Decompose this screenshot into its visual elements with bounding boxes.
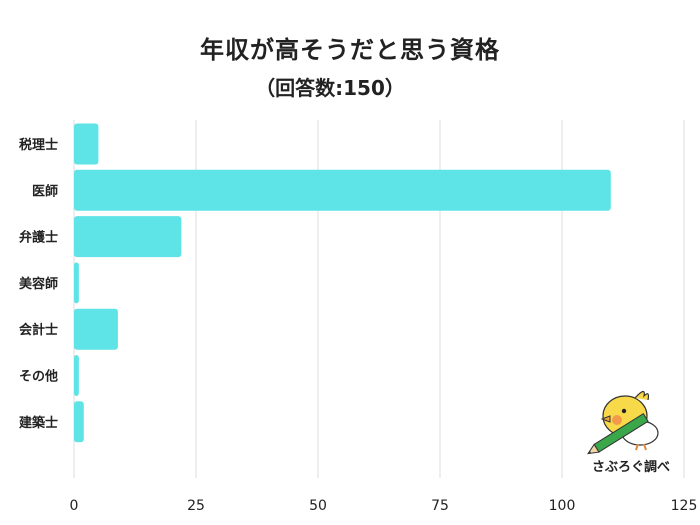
x-tick-label: 50 [309, 498, 327, 514]
category-label: 弁護士 [19, 230, 58, 246]
x-tick-label: 75 [431, 498, 449, 514]
source-credit: さぶろぐ調べ [591, 460, 670, 475]
category-label: 医師 [32, 183, 58, 199]
x-tick-labels: 0 25 50 75 100 125 [70, 498, 698, 514]
bar [74, 169, 611, 211]
category-label: 税理士 [19, 137, 58, 153]
category-label: その他 [19, 369, 58, 385]
bars [74, 123, 611, 443]
bar [74, 308, 118, 350]
x-tick-label: 0 [70, 498, 79, 514]
bar [74, 401, 84, 443]
category-label: 会計士 [19, 322, 58, 338]
category-label: 美容師 [19, 276, 58, 292]
chart-title: 年収が高そうだと思う資格 [200, 36, 500, 64]
bar [74, 216, 182, 258]
bird-mascot-with-pencil-icon [587, 390, 659, 455]
bar [74, 355, 79, 396]
bar [74, 262, 79, 304]
bar [74, 123, 99, 165]
x-tick-label: 125 [671, 498, 698, 514]
x-tick-label: 100 [549, 498, 576, 514]
x-tick-label: 25 [187, 498, 205, 514]
chart-subtitle: （回答数:150） [255, 76, 405, 100]
category-label: 建築士 [19, 415, 58, 431]
